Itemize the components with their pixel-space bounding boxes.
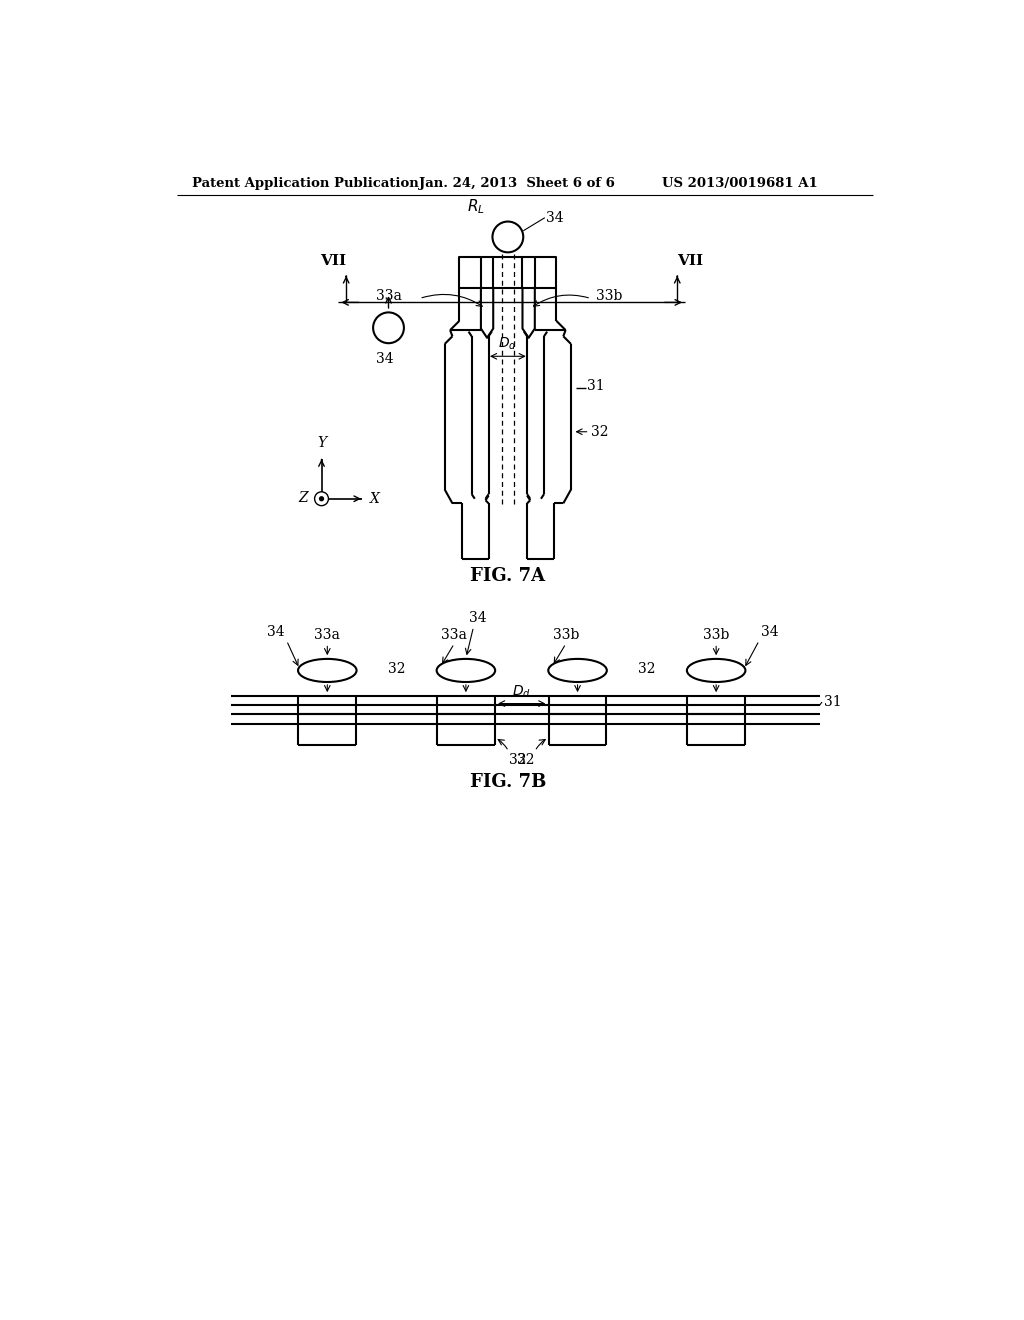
Text: 34: 34 <box>547 211 564 224</box>
Text: 32: 32 <box>517 752 535 767</box>
Text: X: X <box>370 492 380 506</box>
Text: Y: Y <box>317 436 326 450</box>
Circle shape <box>373 313 403 343</box>
Text: 34: 34 <box>761 624 778 639</box>
Text: 34: 34 <box>267 624 285 639</box>
Ellipse shape <box>687 659 745 682</box>
Circle shape <box>493 222 523 252</box>
Text: 32: 32 <box>388 661 406 676</box>
Text: 34: 34 <box>376 352 393 367</box>
Text: 33a: 33a <box>441 628 467 642</box>
Text: FIG. 7B: FIG. 7B <box>470 774 546 791</box>
Text: $D_d$: $D_d$ <box>499 337 517 352</box>
Ellipse shape <box>298 659 356 682</box>
Text: Jan. 24, 2013  Sheet 6 of 6: Jan. 24, 2013 Sheet 6 of 6 <box>419 177 615 190</box>
Text: VII: VII <box>321 253 346 268</box>
Ellipse shape <box>436 659 496 682</box>
Ellipse shape <box>548 659 607 682</box>
Text: VII: VII <box>677 253 703 268</box>
Text: US 2013/0019681 A1: US 2013/0019681 A1 <box>662 177 817 190</box>
Text: Z: Z <box>298 491 307 506</box>
Circle shape <box>314 492 329 506</box>
Text: $D_d$: $D_d$ <box>512 684 531 700</box>
Text: 34: 34 <box>469 611 486 626</box>
Text: FIG. 7A: FIG. 7A <box>470 566 546 585</box>
Text: 33b: 33b <box>596 289 623 304</box>
Text: Patent Application Publication: Patent Application Publication <box>193 177 419 190</box>
Text: 31: 31 <box>587 379 605 392</box>
Text: 33a: 33a <box>314 628 340 642</box>
Text: 32: 32 <box>638 661 655 676</box>
Text: $R_L$: $R_L$ <box>467 198 484 216</box>
Text: 33b: 33b <box>702 628 729 642</box>
Text: 33a: 33a <box>376 289 401 304</box>
Circle shape <box>319 496 324 500</box>
Text: 31: 31 <box>823 696 841 709</box>
Text: 32: 32 <box>509 752 526 767</box>
Text: 33b: 33b <box>553 628 580 642</box>
Text: 32: 32 <box>591 425 608 438</box>
